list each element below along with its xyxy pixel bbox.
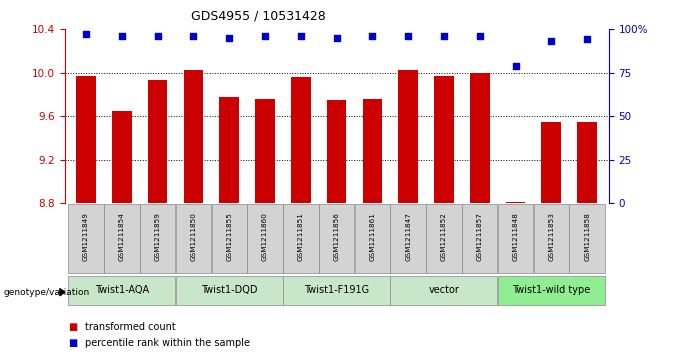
Text: ■: ■ bbox=[68, 322, 78, 332]
Bar bbox=[76, 76, 96, 203]
Text: GSM1211856: GSM1211856 bbox=[334, 212, 339, 261]
Bar bbox=[112, 111, 132, 203]
Bar bbox=[506, 202, 526, 203]
Text: vector: vector bbox=[428, 285, 460, 295]
FancyBboxPatch shape bbox=[140, 204, 175, 273]
Bar bbox=[255, 99, 275, 203]
Text: GSM1211852: GSM1211852 bbox=[441, 212, 447, 261]
Bar bbox=[434, 76, 454, 203]
Text: genotype/variation: genotype/variation bbox=[3, 288, 90, 297]
Bar bbox=[291, 77, 311, 203]
FancyBboxPatch shape bbox=[248, 204, 283, 273]
Bar bbox=[470, 73, 490, 203]
Polygon shape bbox=[60, 289, 65, 296]
Point bbox=[224, 35, 235, 41]
Text: ■: ■ bbox=[68, 338, 78, 348]
Text: GSM1211861: GSM1211861 bbox=[369, 212, 375, 261]
FancyBboxPatch shape bbox=[69, 204, 104, 273]
Text: GSM1211860: GSM1211860 bbox=[262, 212, 268, 261]
FancyBboxPatch shape bbox=[462, 204, 498, 273]
Bar bbox=[220, 97, 239, 203]
FancyBboxPatch shape bbox=[283, 204, 318, 273]
Point bbox=[581, 37, 592, 42]
Text: GSM1211857: GSM1211857 bbox=[477, 212, 483, 261]
Text: GSM1211853: GSM1211853 bbox=[548, 212, 554, 261]
Text: GSM1211848: GSM1211848 bbox=[513, 212, 519, 261]
Text: Twist1-F191G: Twist1-F191G bbox=[304, 285, 369, 295]
Text: percentile rank within the sample: percentile rank within the sample bbox=[85, 338, 250, 348]
Point bbox=[188, 33, 199, 39]
FancyBboxPatch shape bbox=[175, 276, 283, 305]
Text: GSM1211850: GSM1211850 bbox=[190, 212, 197, 261]
FancyBboxPatch shape bbox=[569, 204, 605, 273]
FancyBboxPatch shape bbox=[390, 204, 426, 273]
Text: GSM1211855: GSM1211855 bbox=[226, 212, 233, 261]
Text: transformed count: transformed count bbox=[85, 322, 175, 332]
Text: GSM1211859: GSM1211859 bbox=[154, 212, 160, 261]
Bar bbox=[148, 80, 167, 203]
Text: Twist1-wild type: Twist1-wild type bbox=[512, 285, 590, 295]
Bar bbox=[541, 122, 561, 203]
FancyBboxPatch shape bbox=[426, 204, 462, 273]
Point bbox=[116, 33, 127, 39]
Text: GSM1211858: GSM1211858 bbox=[584, 212, 590, 261]
Text: GSM1211854: GSM1211854 bbox=[119, 212, 125, 261]
Text: GSM1211847: GSM1211847 bbox=[405, 212, 411, 261]
Point bbox=[475, 33, 486, 39]
FancyBboxPatch shape bbox=[175, 204, 211, 273]
Text: GSM1211849: GSM1211849 bbox=[83, 212, 89, 261]
Point bbox=[152, 33, 163, 39]
Bar bbox=[577, 122, 597, 203]
Bar bbox=[184, 70, 203, 203]
Point bbox=[260, 33, 271, 39]
FancyBboxPatch shape bbox=[498, 204, 533, 273]
Point bbox=[81, 31, 92, 37]
Point bbox=[367, 33, 378, 39]
FancyBboxPatch shape bbox=[498, 276, 605, 305]
Text: GSM1211851: GSM1211851 bbox=[298, 212, 304, 261]
FancyBboxPatch shape bbox=[211, 204, 247, 273]
FancyBboxPatch shape bbox=[104, 204, 139, 273]
Point bbox=[331, 35, 342, 41]
FancyBboxPatch shape bbox=[534, 204, 569, 273]
FancyBboxPatch shape bbox=[283, 276, 390, 305]
Bar bbox=[327, 100, 346, 203]
Bar bbox=[398, 70, 418, 203]
Bar bbox=[362, 99, 382, 203]
FancyBboxPatch shape bbox=[69, 276, 175, 305]
FancyBboxPatch shape bbox=[390, 276, 498, 305]
Point bbox=[295, 33, 306, 39]
Text: Twist1-DQD: Twist1-DQD bbox=[201, 285, 258, 295]
Point bbox=[510, 63, 521, 69]
Point bbox=[546, 38, 557, 44]
FancyBboxPatch shape bbox=[319, 204, 354, 273]
Point bbox=[403, 33, 413, 39]
Text: GDS4955 / 10531428: GDS4955 / 10531428 bbox=[191, 9, 326, 22]
Text: Twist1-AQA: Twist1-AQA bbox=[95, 285, 149, 295]
Point bbox=[439, 33, 449, 39]
FancyBboxPatch shape bbox=[355, 204, 390, 273]
